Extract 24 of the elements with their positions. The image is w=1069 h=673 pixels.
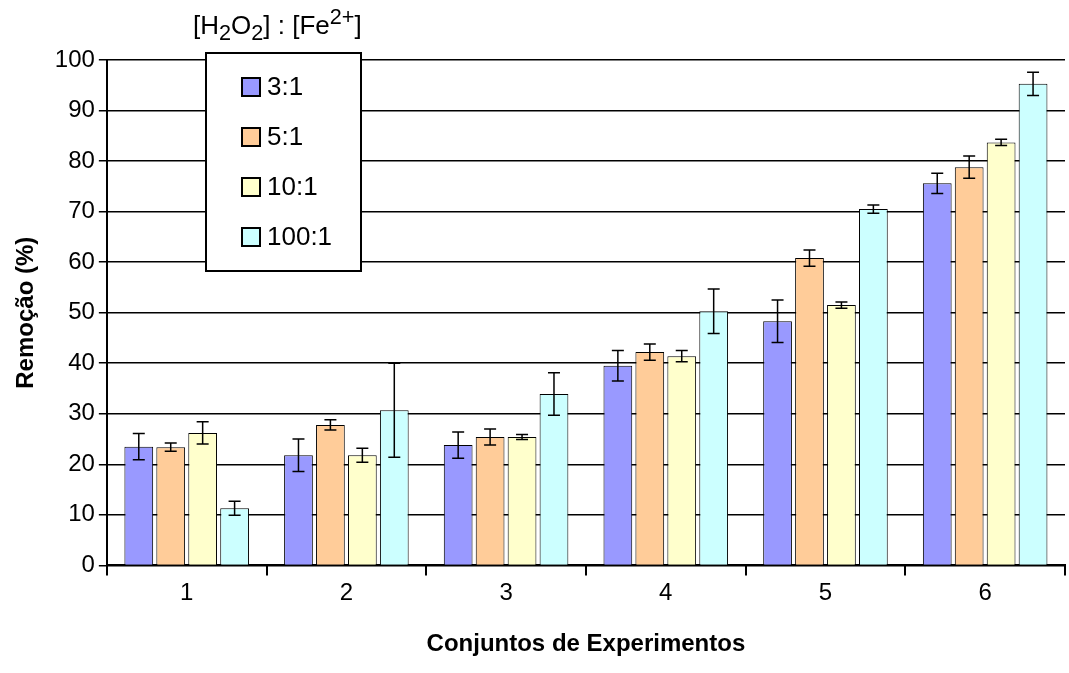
legend-label: 3:1 (267, 71, 304, 103)
x-tick-label: 5 (818, 578, 833, 606)
x-tick-label: 3 (499, 578, 513, 606)
legend-title: [H$_{2}$O$_{2}$] : [Fe$^{2+}$] (193, 4, 362, 46)
x-axis-title: Conjuntos de Experimentos (426, 629, 746, 657)
y-tick-label: 20 (68, 448, 95, 476)
x-tick-label: 1 (180, 578, 194, 606)
y-tick-label: 40 (68, 347, 95, 375)
x-tick-label: 2 (339, 578, 354, 606)
legend-label: 100:1 (267, 221, 333, 253)
y-tick-label: 90 (68, 95, 95, 123)
y-tick-label: 60 (68, 246, 95, 274)
x-tick-label: 4 (659, 578, 673, 606)
x-tick-label: 6 (978, 578, 992, 606)
y-tick-label: 30 (68, 398, 95, 426)
y-axis-title: Remoção (%) (11, 236, 39, 389)
y-tick-label: 70 (68, 196, 95, 224)
y-tick-label: 80 (68, 145, 95, 173)
y-tick-label: 10 (68, 499, 95, 527)
y-tick-label: 0 (81, 550, 95, 578)
y-tick-label: 50 (68, 297, 95, 325)
legend-label: 5:1 (267, 121, 304, 153)
y-tick-label: 100 (54, 44, 95, 72)
legend-label: 10:1 (267, 171, 318, 203)
